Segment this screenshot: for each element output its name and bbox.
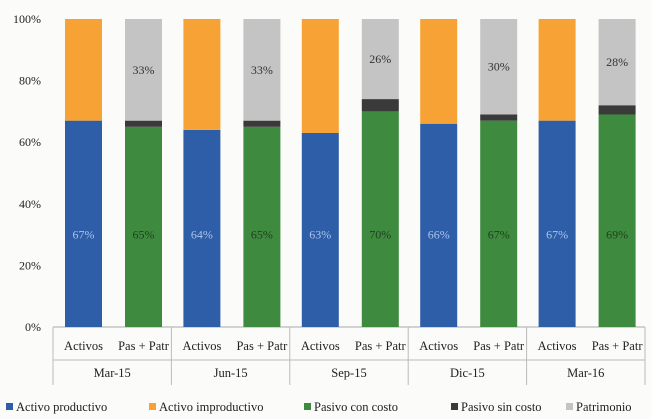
legend-label: Activo improductivo [159, 400, 264, 414]
bar-segment [480, 19, 518, 115]
data-label: 67% [546, 228, 568, 242]
x-group-label: Jun-15 [214, 366, 248, 380]
data-label: 65% [133, 228, 155, 242]
data-label: 69% [606, 228, 628, 242]
data-label-patrimonio: 30% [488, 60, 510, 74]
x-subcategory-label: Activos [538, 339, 577, 353]
x-subcategory-label: Activos [64, 339, 103, 353]
x-group-label: Mar-15 [94, 366, 131, 380]
y-tick-label: 20% [19, 258, 41, 272]
y-tick-label: 60% [19, 135, 41, 149]
legend-label: Pasivo con costo [314, 400, 398, 414]
bar-segment [125, 120, 162, 127]
legend-swatch [304, 403, 311, 410]
bar-segment [480, 114, 518, 121]
x-group-label: Dic-15 [450, 366, 485, 380]
bar-segment [65, 19, 102, 121]
bar-segment [243, 120, 281, 127]
x-subcategory-label: Pas + Patr [355, 339, 407, 353]
data-label: 67% [73, 228, 95, 242]
bar-segment [243, 126, 281, 327]
data-label-patrimonio: 26% [369, 52, 391, 66]
legend-swatch [451, 403, 458, 410]
x-subcategory-label: Activos [182, 339, 221, 353]
legend-swatch [6, 403, 13, 410]
data-label: 66% [428, 228, 450, 242]
legend-label: Pasivo sin costo [461, 400, 542, 414]
y-tick-label: 40% [19, 197, 41, 211]
data-label-patrimonio: 33% [133, 63, 155, 77]
bar-segment [183, 19, 221, 130]
x-group-label: Sep-15 [331, 366, 366, 380]
x-subcategory-label: Pas + Patr [473, 339, 525, 353]
y-tick-label: 100% [13, 12, 41, 26]
legend-swatch [149, 403, 156, 410]
x-subcategory-label: Pas + Patr [118, 339, 170, 353]
x-subcategory-label: Pas + Patr [236, 339, 288, 353]
x-subcategory-label: Activos [301, 339, 340, 353]
data-label-patrimonio: 28% [606, 55, 628, 69]
bar-segment [125, 19, 162, 121]
data-label: 65% [251, 228, 273, 242]
bar-segment [538, 120, 576, 327]
data-label: 70% [369, 228, 391, 242]
x-subcategory-label: Pas + Patr [592, 339, 644, 353]
bar-segment [301, 132, 339, 327]
bar-segment [183, 129, 221, 327]
bar-segment [598, 114, 636, 327]
bar-segment [301, 19, 339, 133]
data-label: 63% [309, 228, 331, 242]
bar-segment [65, 120, 102, 327]
y-tick-label: 80% [19, 74, 41, 88]
legend: Activo productivo Activo improductivo Pasi… [6, 400, 632, 414]
bar-segment [598, 19, 636, 106]
bars [65, 19, 636, 328]
bar-segment [243, 19, 281, 121]
bar-segment [420, 19, 458, 124]
legend-label: Patrimonio [576, 400, 632, 414]
y-tick-label: 0% [25, 320, 41, 334]
data-label-patrimonio: 33% [251, 63, 273, 77]
bar-segment [480, 120, 518, 327]
data-label: 67% [488, 228, 510, 242]
bar-segment [361, 111, 399, 328]
bar-segment [361, 99, 399, 112]
legend-label: Activo productivo [16, 400, 107, 414]
legend-swatch [566, 403, 573, 410]
bar-segment [598, 105, 636, 115]
x-group-label: Mar-16 [567, 366, 604, 380]
bar-segment [361, 19, 399, 100]
data-label: 64% [191, 228, 213, 242]
bar-segment [538, 19, 576, 121]
data-labels: 67% 65% 33% 64% 65% 33% 63% 70% 26% 66% 67% 30% 67% 6… [73, 52, 629, 242]
x-subcategory-label: Activos [419, 339, 458, 353]
bar-segment [420, 123, 458, 327]
bar-segment [125, 126, 162, 327]
